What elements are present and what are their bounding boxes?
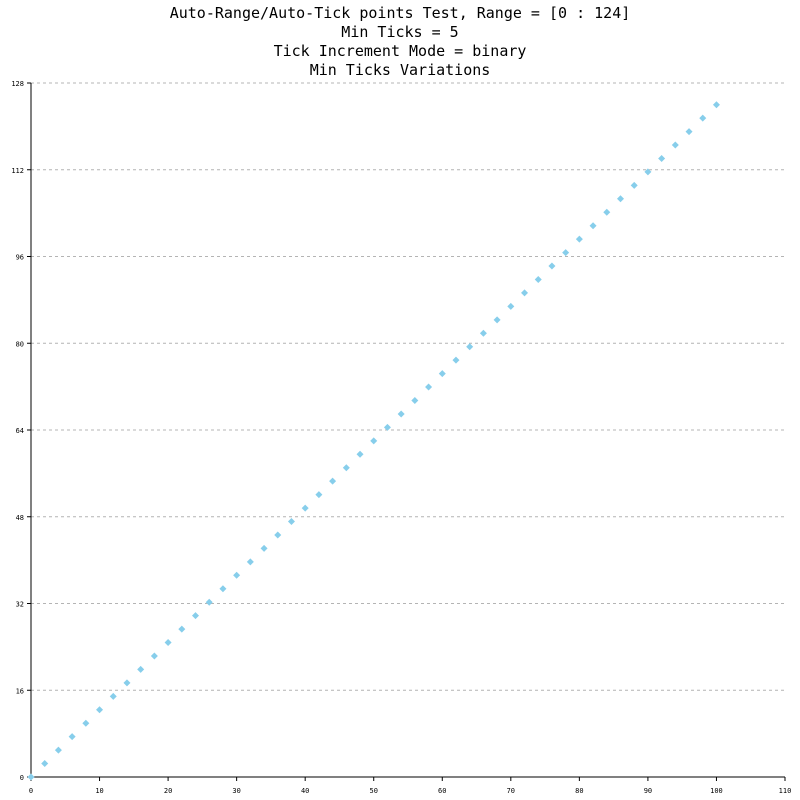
data-point-12 — [192, 612, 200, 620]
chart-title-line-2: Min Ticks = 5 — [341, 23, 459, 41]
x-tick-label-40: 40 — [301, 787, 309, 795]
y-tick-label-96: 96 — [16, 254, 24, 262]
data-point-29 — [425, 383, 433, 391]
data-points — [27, 101, 720, 781]
data-point-2 — [54, 746, 62, 754]
y-tick-label-48: 48 — [16, 514, 24, 522]
data-point-32 — [466, 343, 474, 351]
chart-title-line-1: Auto-Range/Auto-Tick points Test, Range … — [169, 4, 631, 22]
x-axis-ticks: 0 10 20 30 40 50 60 70 80 90 100 110 — [29, 777, 791, 795]
data-point-7 — [123, 679, 131, 687]
data-point-48 — [685, 128, 693, 136]
data-point-41 — [589, 222, 597, 230]
chart-title: Auto-Range/Auto-Tick points Test, Range … — [0, 4, 800, 80]
data-point-30 — [438, 370, 446, 378]
y-tick-label-16: 16 — [16, 687, 24, 695]
data-point-20 — [301, 504, 309, 512]
data-point-44 — [630, 181, 638, 189]
data-point-10 — [164, 639, 172, 647]
data-point-38 — [548, 262, 556, 270]
data-point-37 — [534, 275, 542, 283]
data-point-11 — [178, 625, 186, 633]
y-tick-label-0: 0 — [20, 774, 24, 782]
data-point-45 — [644, 168, 652, 176]
x-tick-label-110: 110 — [779, 787, 792, 795]
data-point-34 — [493, 316, 501, 324]
data-point-26 — [383, 423, 391, 431]
data-point-40 — [575, 235, 583, 243]
chart-title-line-3: Tick Increment Mode = binary — [273, 42, 527, 60]
data-point-16 — [246, 558, 254, 566]
data-point-31 — [452, 356, 460, 364]
y-axis-ticks: 0 16 32 48 64 80 96 112 128 — [11, 80, 31, 782]
data-point-39 — [562, 249, 570, 257]
grid-lines — [31, 82, 785, 691]
data-point-24 — [356, 450, 364, 458]
data-point-21 — [315, 491, 323, 499]
data-point-3 — [68, 733, 76, 741]
data-point-27 — [397, 410, 405, 418]
data-point-25 — [370, 437, 378, 445]
data-point-42 — [603, 208, 611, 216]
x-tick-label-70: 70 — [507, 787, 515, 795]
data-point-47 — [671, 141, 679, 149]
x-tick-label-10: 10 — [95, 787, 103, 795]
data-point-9 — [150, 652, 158, 660]
data-point-46 — [658, 154, 666, 162]
x-tick-label-90: 90 — [644, 787, 652, 795]
data-point-4 — [82, 719, 90, 727]
data-point-15 — [233, 571, 241, 579]
data-point-22 — [329, 477, 337, 485]
data-point-33 — [479, 329, 487, 337]
data-point-0 — [27, 773, 35, 781]
x-tick-label-20: 20 — [164, 787, 172, 795]
x-tick-label-100: 100 — [710, 787, 723, 795]
data-point-17 — [260, 544, 268, 552]
x-tick-label-50: 50 — [370, 787, 378, 795]
data-point-19 — [287, 518, 295, 526]
y-tick-label-128: 128 — [11, 80, 24, 88]
x-tick-label-0: 0 — [29, 787, 33, 795]
x-tick-label-30: 30 — [232, 787, 240, 795]
data-point-23 — [342, 464, 350, 472]
data-point-6 — [109, 692, 117, 700]
chart-title-line-4: Min Ticks Variations — [309, 61, 491, 79]
data-point-43 — [616, 195, 624, 203]
data-point-8 — [137, 665, 145, 673]
x-tick-label-80: 80 — [575, 787, 583, 795]
y-tick-label-112: 112 — [11, 167, 24, 175]
data-point-49 — [699, 114, 707, 122]
x-tick-label-60: 60 — [438, 787, 446, 795]
data-point-5 — [96, 706, 104, 714]
data-point-1 — [41, 760, 49, 768]
data-point-28 — [411, 397, 419, 405]
data-point-50 — [712, 101, 720, 109]
data-point-13 — [205, 598, 213, 606]
data-point-35 — [507, 302, 515, 310]
data-point-14 — [219, 585, 227, 593]
data-point-36 — [521, 289, 529, 297]
data-point-18 — [274, 531, 282, 539]
y-tick-label-32: 32 — [16, 601, 24, 609]
axes — [30, 83, 785, 778]
y-tick-label-80: 80 — [16, 340, 24, 348]
y-tick-label-64: 64 — [16, 427, 24, 435]
